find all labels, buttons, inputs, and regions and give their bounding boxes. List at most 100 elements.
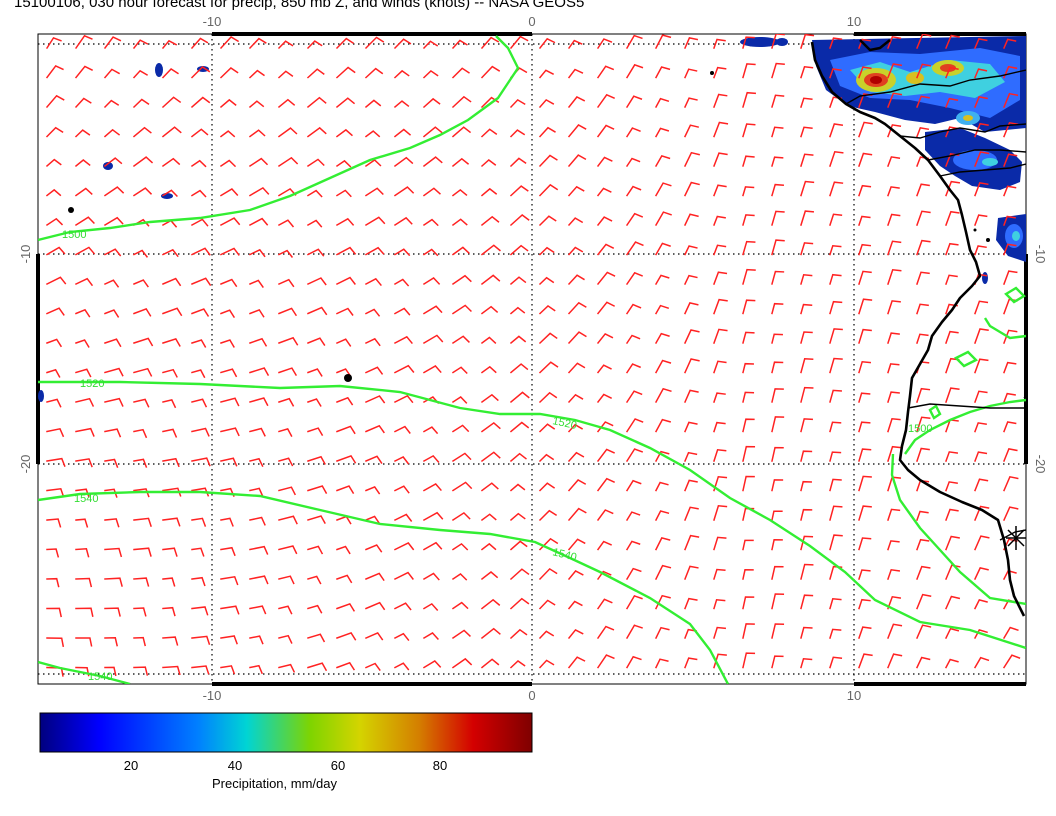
wind-barb: [684, 534, 700, 551]
wind-barb: [104, 428, 122, 438]
wind-barb: [654, 359, 672, 374]
wind-barb: [916, 95, 930, 108]
wind-barb: [74, 97, 92, 109]
wind-barb: [248, 186, 270, 197]
lon-tick-bottom-3: 10: [847, 688, 861, 703]
wind-barb: [916, 656, 931, 669]
wind-barb: [742, 155, 755, 167]
wind-barb: [800, 180, 815, 197]
wind-barb: [451, 246, 470, 256]
wind-barb: [162, 338, 181, 347]
wind-barb: [916, 510, 929, 521]
precip-field: [38, 36, 1026, 402]
wind-barb: [422, 511, 444, 522]
wind-barb: [480, 274, 501, 286]
wind-barb: [46, 487, 65, 498]
wind-barb: [422, 69, 439, 79]
wind-barb: [249, 575, 269, 585]
wind-barb: [742, 268, 756, 285]
wind-barb: [133, 607, 147, 617]
wind-barb: [364, 187, 384, 197]
wind-barb: [336, 338, 352, 347]
wind-barb: [858, 505, 872, 521]
wind-barb: [364, 36, 385, 50]
wind-barb: [858, 475, 872, 492]
wind-barb: [974, 214, 988, 226]
wind-barb: [278, 428, 293, 438]
wind-barb: [46, 577, 60, 588]
wind-barb: [365, 662, 381, 672]
wind-barb: [974, 478, 989, 492]
wind-barb: [538, 630, 555, 640]
wind-barb: [713, 152, 728, 167]
wind-barb: [654, 274, 670, 286]
wind-barb: [974, 151, 990, 167]
wind-barb: [451, 188, 468, 197]
wind-barb: [713, 475, 728, 492]
wind-barb: [219, 130, 236, 138]
wind-barb: [335, 246, 357, 256]
wind-barb: [249, 605, 267, 615]
wind-barb: [538, 599, 556, 610]
wind-barb: [162, 487, 182, 497]
wind-barb: [771, 126, 784, 138]
wind-barb: [829, 181, 844, 197]
wind-barb: [393, 542, 415, 551]
wind-barb: [191, 247, 211, 256]
wind-barb: [451, 481, 473, 492]
wind-barb: [567, 423, 584, 433]
wind-barb: [190, 66, 211, 79]
wind-barb: [858, 66, 872, 79]
wind-barb: [916, 416, 931, 433]
wind-barb: [132, 39, 149, 50]
wind-barb: [742, 418, 755, 433]
wind-barb: [307, 485, 328, 495]
wind-barb: [829, 300, 843, 315]
wind-barb: [307, 575, 322, 585]
wind-barb: [538, 69, 555, 79]
wind-barb: [422, 541, 443, 551]
wind-barb: [336, 631, 357, 641]
wind-barb: [307, 662, 328, 672]
wind-barb: [249, 279, 264, 289]
wind-barb: [887, 156, 901, 167]
wind-barb: [684, 329, 700, 344]
wind-barb: [191, 635, 211, 645]
wind-barb: [45, 64, 64, 79]
wind-barb: [974, 390, 988, 403]
wind-barb: [684, 597, 698, 610]
wind-barb: [567, 538, 586, 551]
wind-barb: [307, 337, 326, 346]
wind-barb: [393, 307, 411, 316]
wind-barb: [45, 188, 62, 197]
wind-barb: [887, 445, 902, 462]
wind-barb: [625, 418, 644, 433]
wind-barb: [567, 217, 584, 227]
wind-barb: [220, 635, 238, 645]
wind-barb: [422, 602, 439, 611]
wind-barb: [713, 66, 727, 79]
wind-barb: [161, 68, 179, 79]
wind-barb: [771, 239, 785, 256]
wind-barb: [162, 665, 181, 676]
wind-barb: [509, 35, 529, 50]
islands: [68, 71, 990, 382]
colorbar-label: Precipitation, mm/day: [212, 776, 337, 791]
wind-barb: [509, 483, 526, 492]
wind-barb: [654, 182, 672, 197]
wind-barb: [800, 210, 815, 226]
wind-barb: [625, 157, 641, 168]
wind-barb: [104, 397, 124, 407]
wind-barb: [509, 568, 530, 581]
wind-barb: [75, 368, 92, 378]
wind-barb: [945, 274, 958, 285]
wind-barb: [45, 126, 64, 138]
wind-barb: [800, 242, 814, 256]
wind-barb: [596, 625, 615, 640]
wind-barb: [219, 67, 239, 79]
wind-barb: [161, 189, 178, 198]
wind-barb: [684, 358, 700, 374]
wind-barb: [858, 653, 873, 669]
wind-barb: [625, 241, 644, 256]
wind-barb: [887, 653, 903, 669]
